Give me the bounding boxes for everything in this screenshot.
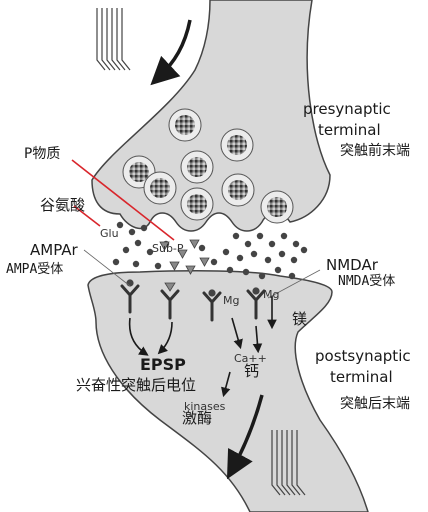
ampar-pointer	[83, 249, 131, 287]
red-pointer-glutamate	[73, 205, 101, 227]
action-potential-spikes-icon-2	[271, 430, 306, 496]
ampar-zh-label: AMPA受体	[6, 262, 64, 277]
action-potential-spikes-icon	[96, 8, 131, 71]
nmdar-label: NMDAr	[326, 256, 378, 274]
ca-zh-label: 钙	[244, 362, 260, 380]
substance-p-molecules	[159, 239, 210, 275]
epsp-zh-label: 兴奋性突触后电位	[76, 376, 197, 394]
glutamate-molecules	[112, 221, 308, 280]
glu-label: Glu	[100, 227, 119, 240]
kinases-zh-label: 激酶	[182, 409, 213, 427]
sub-p-label: Sub-P	[152, 242, 184, 255]
nmdar-zh-label: NMDA受体	[338, 274, 396, 289]
presynaptic-zh-label: 突触前末端	[340, 143, 410, 159]
downward-arrow-top	[150, 19, 192, 86]
glutamate-zh-label: 谷氨酸	[40, 196, 86, 214]
presynaptic-label: presynaptic	[303, 100, 391, 118]
mg-label-1: Mg	[223, 294, 240, 307]
postsynaptic-label: postsynaptic	[315, 347, 411, 365]
nmdar-pointer	[267, 269, 321, 299]
substance-p-zh-label: P物质	[24, 146, 61, 162]
synaptic-vesicle-icon	[122, 108, 294, 224]
epsp-label: EPSP	[140, 355, 186, 374]
mg-zh-label: 镁	[292, 310, 308, 328]
kinases-label: kinases	[184, 400, 226, 413]
terminal-label-bottom: terminal	[330, 368, 393, 386]
ca-label: Ca++	[234, 352, 267, 365]
terminal-label-top: terminal	[318, 121, 381, 139]
signal-arrows	[128, 296, 277, 398]
ampar-label: AMPAr	[30, 241, 78, 259]
mg-label-2: Mg	[263, 288, 280, 301]
y-receptor-icon	[120, 284, 266, 322]
red-pointer-p-substance	[71, 159, 175, 241]
postsynaptic-zh-label: 突触后末端	[340, 396, 410, 412]
downward-arrow-bottom	[226, 394, 264, 480]
